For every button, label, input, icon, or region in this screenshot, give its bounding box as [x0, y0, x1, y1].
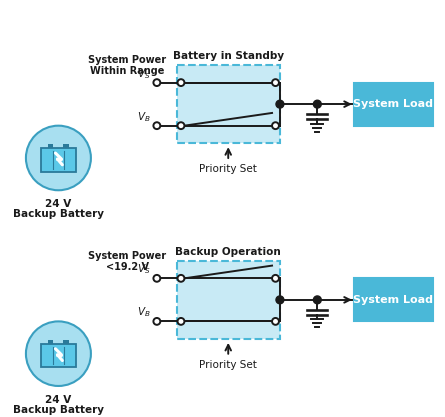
Circle shape [276, 296, 284, 304]
Bar [48, 340, 53, 344]
Text: Priority Set: Priority Set [199, 359, 257, 369]
Circle shape [313, 296, 321, 304]
Circle shape [313, 100, 321, 108]
FancyBboxPatch shape [354, 278, 433, 322]
Circle shape [178, 318, 184, 325]
Text: $V_B$: $V_B$ [138, 306, 151, 319]
Text: System Power: System Power [88, 251, 166, 261]
Circle shape [26, 126, 91, 190]
Circle shape [272, 79, 279, 86]
Bar [48, 144, 53, 148]
Text: Within Range: Within Range [90, 66, 165, 76]
FancyBboxPatch shape [354, 83, 433, 126]
Text: $V_S$: $V_S$ [138, 67, 151, 80]
Text: Backup Battery: Backup Battery [13, 404, 104, 414]
Text: 24 V: 24 V [45, 199, 72, 209]
Text: Backup Battery: Backup Battery [13, 209, 104, 219]
Circle shape [154, 318, 160, 325]
Text: 24 V: 24 V [45, 395, 72, 405]
Bar [63, 144, 69, 148]
Text: Battery in Standby: Battery in Standby [173, 51, 284, 61]
Circle shape [154, 79, 160, 86]
Circle shape [154, 275, 160, 282]
Circle shape [276, 100, 284, 108]
Text: Backup Operation: Backup Operation [175, 247, 281, 257]
Text: <19.2 V: <19.2 V [106, 262, 149, 272]
Text: System Load: System Load [353, 295, 433, 305]
Circle shape [178, 79, 184, 86]
FancyBboxPatch shape [177, 65, 280, 143]
Circle shape [178, 122, 184, 129]
Text: Priority Set: Priority Set [199, 164, 257, 174]
Text: $V_B$: $V_B$ [138, 110, 151, 124]
Text: System Power: System Power [88, 55, 166, 65]
Text: $V_S$: $V_S$ [138, 263, 151, 276]
Circle shape [154, 122, 160, 129]
Circle shape [26, 322, 91, 386]
Circle shape [272, 122, 279, 129]
Bar [40, 148, 76, 172]
Bar [63, 340, 69, 344]
Circle shape [178, 275, 184, 282]
Circle shape [272, 318, 279, 325]
Circle shape [272, 275, 279, 282]
Text: System Load: System Load [353, 99, 433, 109]
Bar [40, 344, 76, 367]
FancyBboxPatch shape [177, 261, 280, 339]
